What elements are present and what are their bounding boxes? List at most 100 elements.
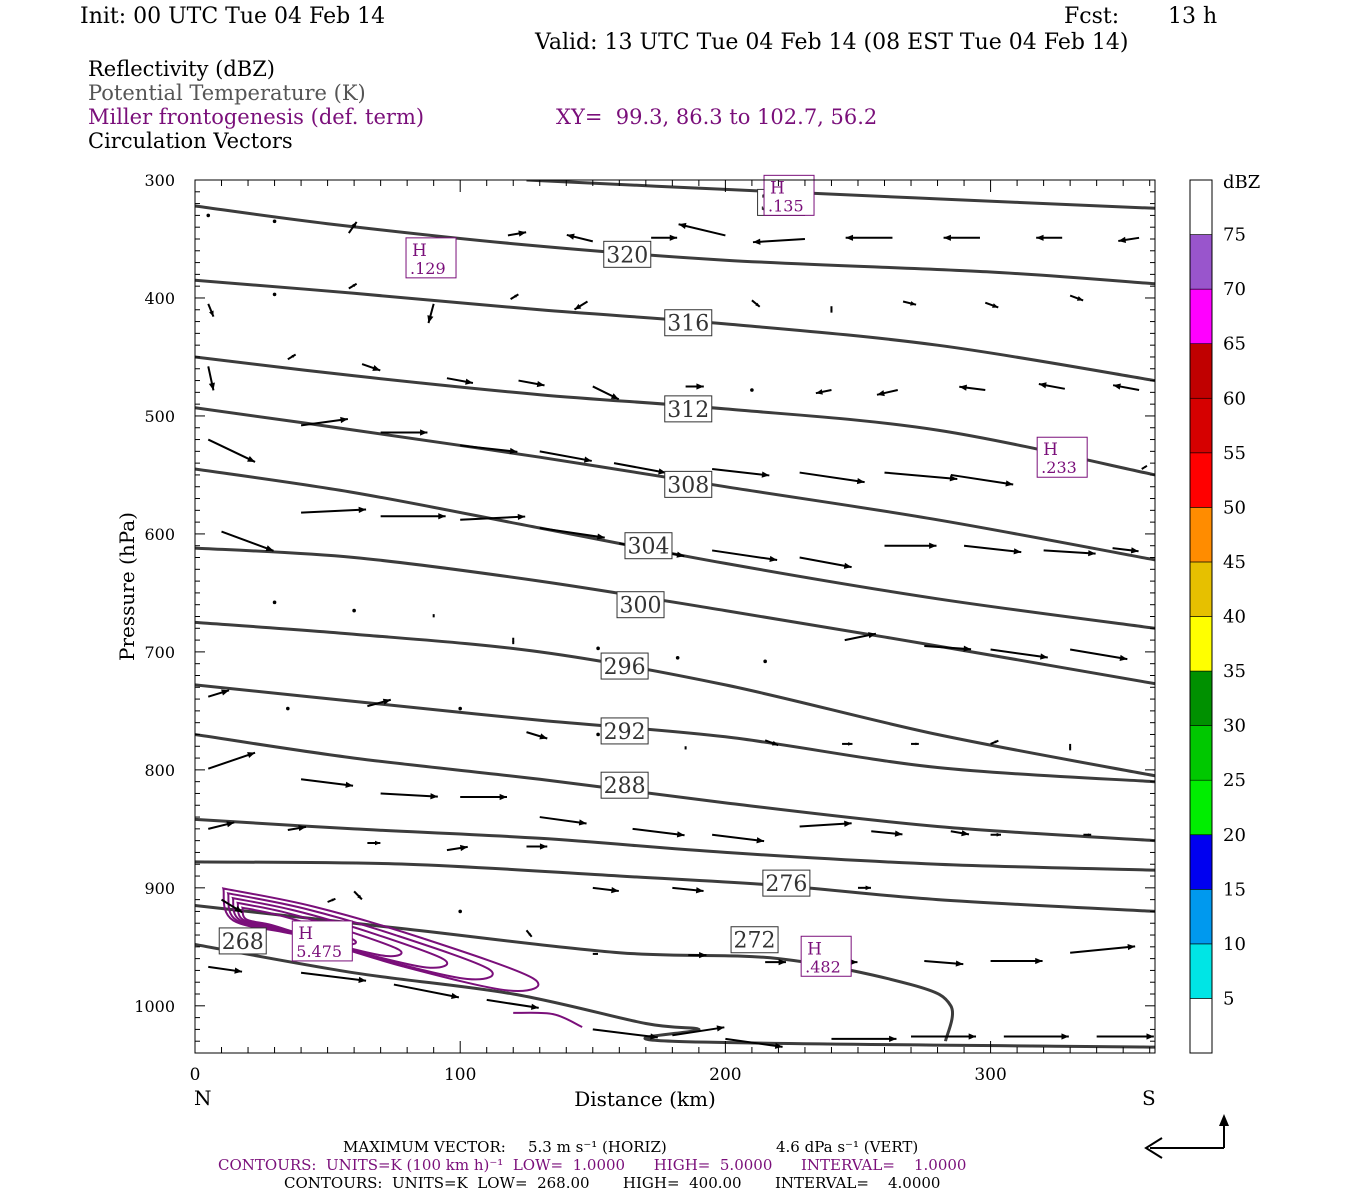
vector-23	[1069, 294, 1084, 302]
vector-126	[1003, 1033, 1069, 1040]
colorbar-label-60: 60	[1223, 388, 1246, 409]
vector-117	[208, 965, 243, 974]
vector-33	[876, 389, 898, 397]
vector-41	[539, 450, 592, 463]
miller-max-letter-0: H	[298, 924, 313, 944]
vector-96	[208, 821, 235, 830]
vector-75	[458, 706, 462, 711]
theta-label-box-272	[730, 926, 779, 954]
vector-22	[984, 301, 999, 309]
colorbar-label-15: 15	[1223, 879, 1246, 900]
reference-vector-arrow	[1144, 1114, 1229, 1159]
vector-76	[526, 731, 548, 740]
miller-max-letter-3: H	[1043, 440, 1058, 460]
vector-62	[352, 608, 356, 613]
colorbar-label-20: 20	[1223, 825, 1246, 846]
vector-25	[287, 353, 297, 361]
vector-46	[950, 473, 1014, 487]
forecast-hour: 13 h	[1168, 4, 1218, 29]
theta-label-box-288	[600, 771, 649, 799]
vector-45	[884, 471, 958, 482]
vector-90	[712, 833, 765, 844]
vector-67	[763, 659, 767, 664]
right-end-label: S	[1142, 1086, 1156, 1110]
theta-label-268: 268	[222, 930, 264, 955]
x-tick-label-0: 0	[190, 1065, 201, 1085]
vector-42	[613, 462, 667, 475]
vector-89	[632, 827, 685, 838]
init-time: Init: 00 UTC Tue 04 Feb 14	[80, 4, 386, 29]
vector-121	[592, 1028, 658, 1040]
vector-15	[348, 282, 358, 290]
vector-108	[458, 909, 462, 914]
colorbar-seg-4	[1189, 779, 1213, 836]
vector-12	[1118, 236, 1140, 243]
colorbar-seg-8	[1189, 561, 1213, 617]
vector-72	[207, 689, 230, 698]
vector-0	[206, 213, 211, 218]
vector-107	[353, 890, 363, 901]
vector-85	[300, 778, 354, 788]
theta-label-276: 276	[765, 872, 807, 897]
vector-84	[207, 751, 256, 770]
vector-109	[525, 929, 533, 938]
theta-label-box-320	[603, 240, 652, 268]
vector-114	[924, 959, 964, 967]
colorbar-label-35: 35	[1223, 661, 1246, 682]
y-tick-label-300: 300	[144, 171, 175, 190]
vector-100	[526, 843, 548, 850]
miller-max-letter-4: H	[770, 178, 785, 198]
contour-labels: 324320316312308304300296292288276272268H…	[218, 174, 1088, 977]
vector-125	[911, 1033, 977, 1040]
vector-37	[207, 438, 256, 463]
x-tick-label-300: 300	[974, 1065, 1006, 1085]
vector-71	[1069, 648, 1128, 661]
vector-98	[367, 840, 381, 846]
colorbar-seg-7	[1189, 616, 1213, 672]
vector-101	[592, 886, 619, 894]
vector-32	[815, 389, 832, 395]
colorbar-seg-2	[1189, 889, 1213, 945]
vector-102	[672, 886, 704, 894]
theta-label-300: 300	[620, 594, 662, 619]
theta-label-box-300	[616, 591, 665, 619]
vector-68	[844, 632, 877, 642]
theta-label-304: 304	[627, 535, 669, 560]
theta-label-272: 272	[734, 929, 776, 954]
colorbar-seg-10	[1189, 452, 1213, 508]
miller-max-letter-2: H	[412, 241, 427, 261]
miller-contour-2	[226, 891, 494, 981]
vector-65	[596, 646, 600, 651]
x-axis-label: Distance (km)	[574, 1087, 716, 1111]
y-tick-label-400: 400	[144, 289, 175, 308]
vector-56	[799, 556, 852, 569]
theta-contour-296	[195, 620, 1155, 778]
vector-91	[799, 820, 852, 828]
miller-max-box-1	[800, 935, 852, 977]
vector-5	[566, 233, 594, 243]
vector-10	[943, 234, 980, 241]
y-tick-label-600: 600	[144, 525, 175, 544]
field-miller: Miller frontogenesis (def. term)	[88, 105, 425, 129]
miller-contour-4	[236, 901, 403, 958]
contours-miller-info: CONTOURS: UNITS=K (100 km h)⁻¹ LOW= 1.00…	[218, 1156, 967, 1174]
theta-label-box-296	[600, 652, 649, 680]
vector-78	[684, 746, 687, 750]
theta-contour-284	[195, 817, 1155, 872]
theta-contour-312	[195, 355, 1155, 477]
theta-label-312: 312	[667, 398, 709, 423]
theta-contour-316	[195, 278, 1155, 383]
colorbar-label-5: 5	[1223, 988, 1234, 1009]
vector-49	[221, 530, 274, 552]
colorbar-seg-9	[1189, 507, 1213, 563]
vector-64	[512, 637, 515, 645]
theta-contour-320	[195, 204, 1155, 286]
vector-59	[1043, 549, 1096, 557]
theta-contour-292	[195, 683, 1155, 784]
forecast-label: Fcst:	[1064, 4, 1120, 29]
colorbar-seg-3	[1189, 834, 1213, 890]
vector-21	[902, 300, 917, 306]
colorbar-seg-13	[1189, 288, 1213, 344]
theta-label-box-312	[664, 395, 713, 423]
